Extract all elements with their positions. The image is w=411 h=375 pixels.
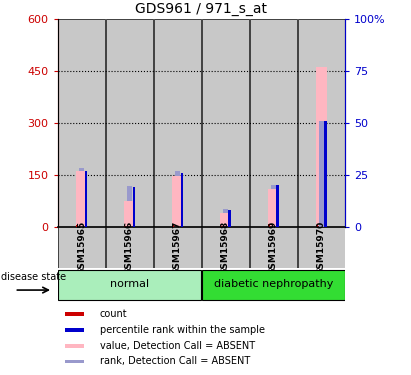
Bar bbox=[180, 173, 183, 227]
Text: GSM15967: GSM15967 bbox=[173, 220, 182, 274]
Bar bbox=[202, 19, 249, 227]
Bar bbox=[65, 344, 84, 348]
Bar bbox=[106, 227, 153, 268]
Bar bbox=[58, 270, 201, 300]
Bar bbox=[250, 19, 297, 227]
Text: normal: normal bbox=[110, 279, 149, 290]
Bar bbox=[172, 176, 182, 227]
Bar bbox=[76, 225, 79, 227]
Bar bbox=[106, 19, 153, 227]
Bar bbox=[250, 227, 297, 268]
Bar bbox=[223, 209, 228, 213]
Bar bbox=[172, 225, 174, 227]
Bar bbox=[202, 227, 249, 268]
Text: count: count bbox=[100, 309, 127, 320]
Bar bbox=[79, 168, 84, 171]
Text: percentile rank within the sample: percentile rank within the sample bbox=[100, 325, 265, 335]
Bar bbox=[229, 210, 231, 227]
Text: diabetic nephropathy: diabetic nephropathy bbox=[214, 279, 333, 290]
Text: rank, Detection Call = ABSENT: rank, Detection Call = ABSENT bbox=[100, 357, 250, 366]
Bar bbox=[154, 19, 201, 227]
Text: value, Detection Call = ABSENT: value, Detection Call = ABSENT bbox=[100, 341, 255, 351]
Bar bbox=[65, 312, 84, 316]
Bar bbox=[202, 270, 345, 300]
Bar bbox=[175, 171, 180, 176]
Text: GSM15970: GSM15970 bbox=[317, 220, 326, 274]
Bar bbox=[154, 227, 201, 268]
Bar bbox=[85, 171, 87, 227]
Bar bbox=[65, 328, 84, 332]
Bar bbox=[65, 360, 84, 363]
Bar bbox=[319, 121, 323, 227]
Text: GSM15968: GSM15968 bbox=[221, 220, 230, 274]
Bar bbox=[268, 189, 279, 227]
Bar bbox=[76, 171, 87, 227]
Bar bbox=[58, 227, 105, 268]
Text: GSM15966: GSM15966 bbox=[125, 220, 134, 274]
Bar bbox=[271, 184, 276, 189]
Bar bbox=[316, 225, 318, 227]
Bar bbox=[298, 227, 345, 268]
Bar bbox=[220, 213, 231, 227]
Bar bbox=[277, 185, 279, 227]
Bar bbox=[220, 226, 222, 227]
Bar bbox=[124, 201, 135, 227]
Bar bbox=[124, 226, 126, 227]
Bar bbox=[268, 224, 270, 227]
Bar bbox=[127, 186, 132, 201]
Text: disease state: disease state bbox=[1, 272, 66, 282]
Bar bbox=[133, 188, 135, 227]
Text: GSM15969: GSM15969 bbox=[269, 220, 278, 274]
Text: GSM15965: GSM15965 bbox=[77, 220, 86, 274]
Bar bbox=[324, 121, 327, 227]
Bar bbox=[58, 19, 105, 227]
Bar bbox=[316, 68, 326, 227]
Title: GDS961 / 971_s_at: GDS961 / 971_s_at bbox=[135, 2, 268, 16]
Bar bbox=[298, 19, 345, 227]
